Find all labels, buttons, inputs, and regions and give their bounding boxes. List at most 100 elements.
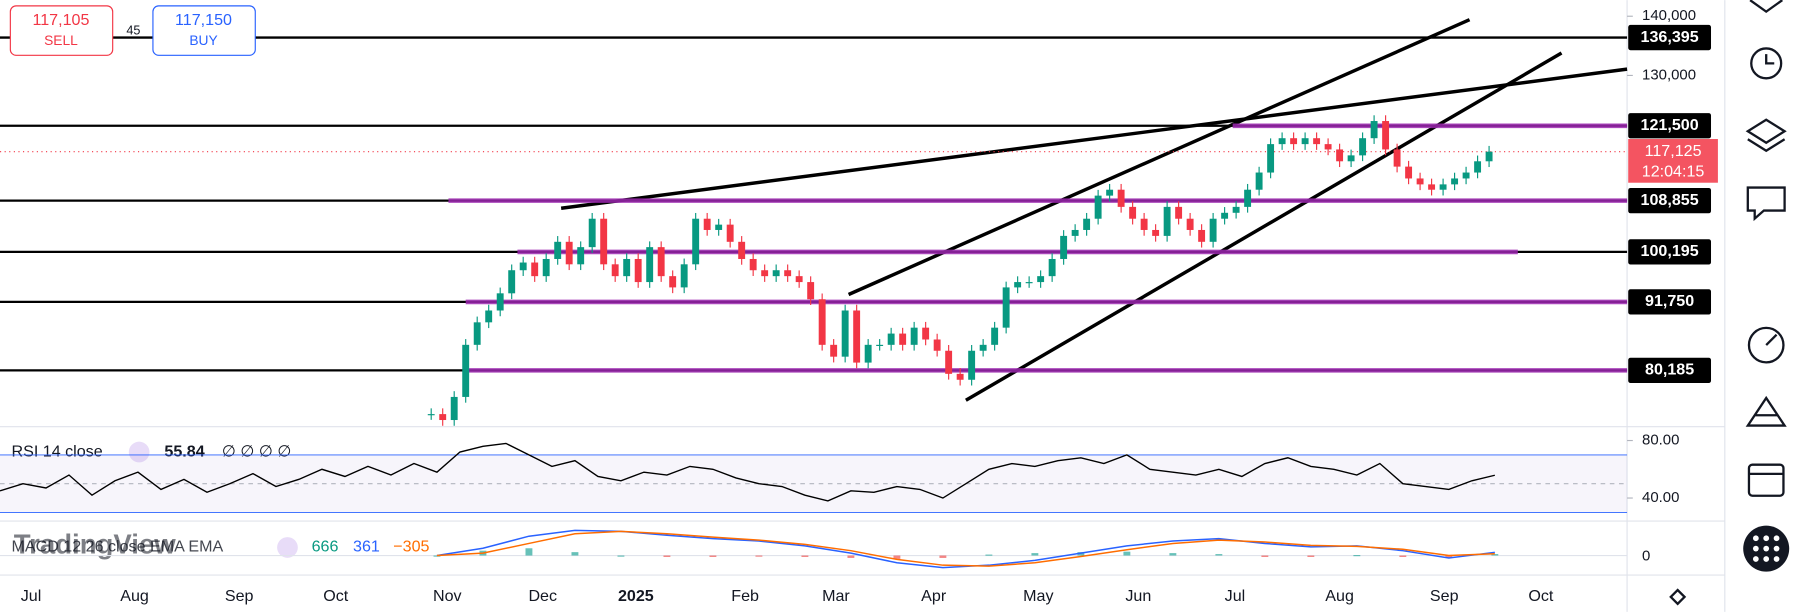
candle-body bbox=[1359, 138, 1367, 156]
candle-body bbox=[1405, 166, 1413, 179]
time-tick-label: Sep bbox=[225, 587, 254, 605]
candle-body bbox=[956, 373, 964, 380]
candle-body bbox=[1451, 178, 1459, 185]
time-tick-label: Feb bbox=[731, 587, 759, 605]
candle-body bbox=[864, 344, 872, 363]
candle-body bbox=[1083, 218, 1091, 230]
trend-line[interactable] bbox=[965, 51, 1563, 402]
candle-body bbox=[1002, 287, 1010, 328]
candle-body bbox=[692, 218, 700, 265]
signal-line bbox=[436, 530, 1495, 567]
rsi-settings-icon[interactable] bbox=[128, 441, 150, 463]
buy-label[interactable]: BUY bbox=[189, 33, 217, 48]
macd-zero-tick: 0 bbox=[1642, 548, 1650, 565]
level-badge bbox=[1628, 113, 1712, 139]
rsi-extras: ∅ ∅ ∅ ∅ bbox=[222, 442, 291, 460]
level-badge bbox=[1628, 289, 1712, 315]
macd-hist bbox=[1169, 553, 1177, 556]
level-label: 91,750 bbox=[1645, 292, 1694, 310]
macd-label: MACD 12 26 close EMA EMA bbox=[11, 538, 223, 556]
macd-hist bbox=[755, 555, 763, 557]
candle-body bbox=[1198, 229, 1206, 242]
calendar-icon[interactable] bbox=[1747, 463, 1785, 497]
alert-icon-hand bbox=[1765, 54, 1775, 65]
candle-body bbox=[1025, 282, 1033, 284]
watermark: TradingView bbox=[14, 529, 176, 560]
candle-body bbox=[772, 270, 780, 277]
candle-body bbox=[1140, 218, 1148, 230]
sell-button[interactable] bbox=[9, 5, 114, 56]
buy-price[interactable]: 117,150 bbox=[175, 11, 232, 29]
candle-body bbox=[910, 327, 918, 345]
right-toolbar bbox=[1669, 0, 1787, 606]
candle-body bbox=[1428, 184, 1436, 190]
candle-body bbox=[669, 276, 677, 288]
time-tick-label: Sep bbox=[1430, 587, 1459, 605]
candle-body bbox=[807, 282, 815, 300]
target-icon[interactable] bbox=[1747, 326, 1785, 364]
candle-body bbox=[623, 258, 631, 277]
candle-body bbox=[554, 241, 562, 259]
trend-line[interactable] bbox=[847, 18, 1471, 297]
time-tick-label: Jul bbox=[21, 587, 42, 605]
candle-body bbox=[795, 276, 803, 283]
signal-value: 361 bbox=[353, 538, 380, 556]
macd-hist bbox=[525, 548, 533, 556]
candle-body bbox=[887, 333, 895, 345]
sell-price[interactable]: 117,105 bbox=[32, 11, 89, 29]
candle-body bbox=[1186, 218, 1194, 230]
candle-body bbox=[496, 293, 504, 311]
candle-body bbox=[680, 264, 688, 288]
candle-body bbox=[1232, 206, 1240, 213]
buy-button[interactable] bbox=[152, 5, 256, 56]
trend-line[interactable] bbox=[560, 67, 1628, 210]
candle-body bbox=[542, 258, 550, 277]
candle-body bbox=[933, 339, 941, 351]
settings-icon[interactable] bbox=[1669, 588, 1687, 606]
sell-label[interactable]: SELL bbox=[44, 33, 78, 48]
level-label: 80,185 bbox=[1645, 361, 1694, 379]
rsi-value: 55.84 bbox=[164, 442, 204, 460]
layers-icon[interactable] bbox=[1745, 118, 1787, 153]
candle-body bbox=[818, 299, 826, 345]
macd-hist bbox=[433, 555, 441, 557]
macd-hist bbox=[985, 554, 993, 556]
candle-body bbox=[1278, 138, 1286, 145]
candle-body bbox=[531, 262, 539, 277]
time-tick-label: Apr bbox=[921, 587, 947, 605]
candle-body bbox=[703, 218, 711, 230]
rsi-label: RSI 14 close bbox=[11, 442, 102, 460]
candle-body bbox=[1416, 178, 1424, 185]
candle-body bbox=[1129, 206, 1137, 219]
candle-body bbox=[968, 350, 976, 380]
candle-body bbox=[1163, 206, 1171, 236]
candle-body bbox=[450, 396, 458, 421]
candle-body bbox=[1485, 151, 1493, 162]
candle-body bbox=[1037, 276, 1045, 283]
macd-hist bbox=[617, 555, 625, 557]
chat-icon[interactable] bbox=[1746, 186, 1786, 222]
candle-body bbox=[485, 310, 493, 323]
candle-body bbox=[565, 241, 573, 265]
candle-body bbox=[1313, 138, 1321, 145]
alert-icon[interactable] bbox=[1750, 47, 1783, 80]
candle-body bbox=[945, 350, 953, 374]
time-tick-label: Aug bbox=[1325, 587, 1354, 605]
candle-body bbox=[899, 333, 907, 345]
time-tick-label: May bbox=[1023, 587, 1053, 605]
macd-settings-icon[interactable] bbox=[277, 537, 298, 558]
rsi-tick-label: 80.00 bbox=[1642, 431, 1679, 448]
time-tick-label: Oct bbox=[323, 587, 349, 605]
candle-body bbox=[519, 262, 527, 271]
macd-hist bbox=[1123, 551, 1131, 556]
candle-body bbox=[1106, 189, 1114, 196]
level-badge bbox=[1628, 24, 1712, 51]
toolbar-icon[interactable] bbox=[1749, 0, 1783, 14]
time-tick-label: Dec bbox=[528, 587, 557, 605]
candle-body bbox=[1094, 195, 1102, 219]
time-tick-label: Nov bbox=[433, 587, 462, 605]
pattern-icon[interactable] bbox=[1745, 395, 1787, 427]
level-badge bbox=[1628, 187, 1712, 214]
